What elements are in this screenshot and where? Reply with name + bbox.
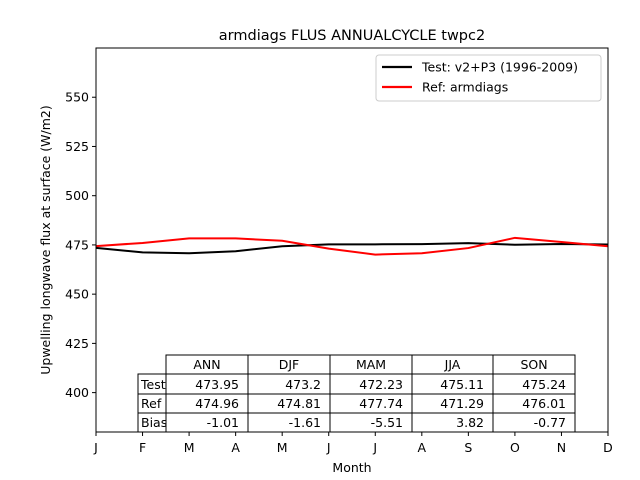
x-tick-label: M <box>184 440 195 455</box>
x-tick-label: J <box>93 440 98 455</box>
x-tick-label: S <box>464 440 472 455</box>
y-tick-label: 425 <box>65 336 89 351</box>
table-row-header: Ref <box>141 396 162 411</box>
table-value: 472.23 <box>359 377 403 392</box>
table-col-header: SON <box>520 357 547 372</box>
table-value: -5.51 <box>371 415 403 430</box>
table-cell <box>492 412 576 433</box>
y-tick-label: 500 <box>65 188 89 203</box>
table-value: 473.2 <box>285 377 321 392</box>
series-line-1 <box>95 236 609 256</box>
table-value: -0.77 <box>534 415 566 430</box>
table-col-header: MAM <box>356 357 386 372</box>
table-row-header: Test <box>140 377 166 392</box>
x-tick-label: J <box>372 440 377 455</box>
table-col-header: JJA <box>444 357 461 372</box>
table-value: 476.01 <box>522 396 566 411</box>
table-value: 474.81 <box>277 396 321 411</box>
y-tick-label: 400 <box>65 385 89 400</box>
table-value: 474.96 <box>195 396 239 411</box>
plot-area <box>95 236 609 256</box>
x-axis-label: Month <box>332 460 371 475</box>
x-tick-label: A <box>418 440 427 455</box>
table-col-header: DJF <box>279 357 300 372</box>
y-tick-label: 525 <box>65 139 89 154</box>
y-axis-ticks: 400 425 450 475 500 525 550 <box>65 90 96 400</box>
table-value: -1.01 <box>207 415 239 430</box>
x-tick-label: N <box>557 440 566 455</box>
table-value: 3.82 <box>456 415 484 430</box>
y-axis-label: Upwelling longwave flux at surface (W/m2… <box>38 105 53 375</box>
legend-label: Test: v2+P3 (1996-2009) <box>421 60 578 75</box>
legend: Test: v2+P3 (1996-2009) Ref: armdiags <box>375 54 602 102</box>
legend-box <box>375 54 602 102</box>
table-value: 475.11 <box>440 377 484 392</box>
series-line-0 <box>95 242 609 255</box>
chart-title: armdiags FLUS ANNUALCYCLE twpc2 <box>219 28 485 44</box>
table-row-header: Bias <box>141 415 167 430</box>
x-tick-label: M <box>277 440 288 455</box>
stats-table: ANN DJF MAM JJA SON Test 473.95 473.2 472.23 475.… <box>137 354 576 433</box>
y-tick-label: 550 <box>65 90 89 105</box>
x-tick-label: A <box>231 440 240 455</box>
table-value: 475.24 <box>522 377 566 392</box>
x-tick-label: F <box>139 440 146 455</box>
table-value: -1.61 <box>289 415 321 430</box>
y-tick-label: 475 <box>65 237 89 252</box>
table-value: 471.29 <box>440 396 484 411</box>
table-value: 477.74 <box>359 396 403 411</box>
x-tick-label: D <box>603 440 613 455</box>
table-col-header: ANN <box>193 357 220 372</box>
x-tick-label: O <box>510 440 520 455</box>
legend-label: Ref: armdiags <box>422 80 508 95</box>
y-tick-label: 450 <box>65 287 89 302</box>
x-tick-label: J <box>326 440 331 455</box>
table-value: 473.95 <box>195 377 239 392</box>
